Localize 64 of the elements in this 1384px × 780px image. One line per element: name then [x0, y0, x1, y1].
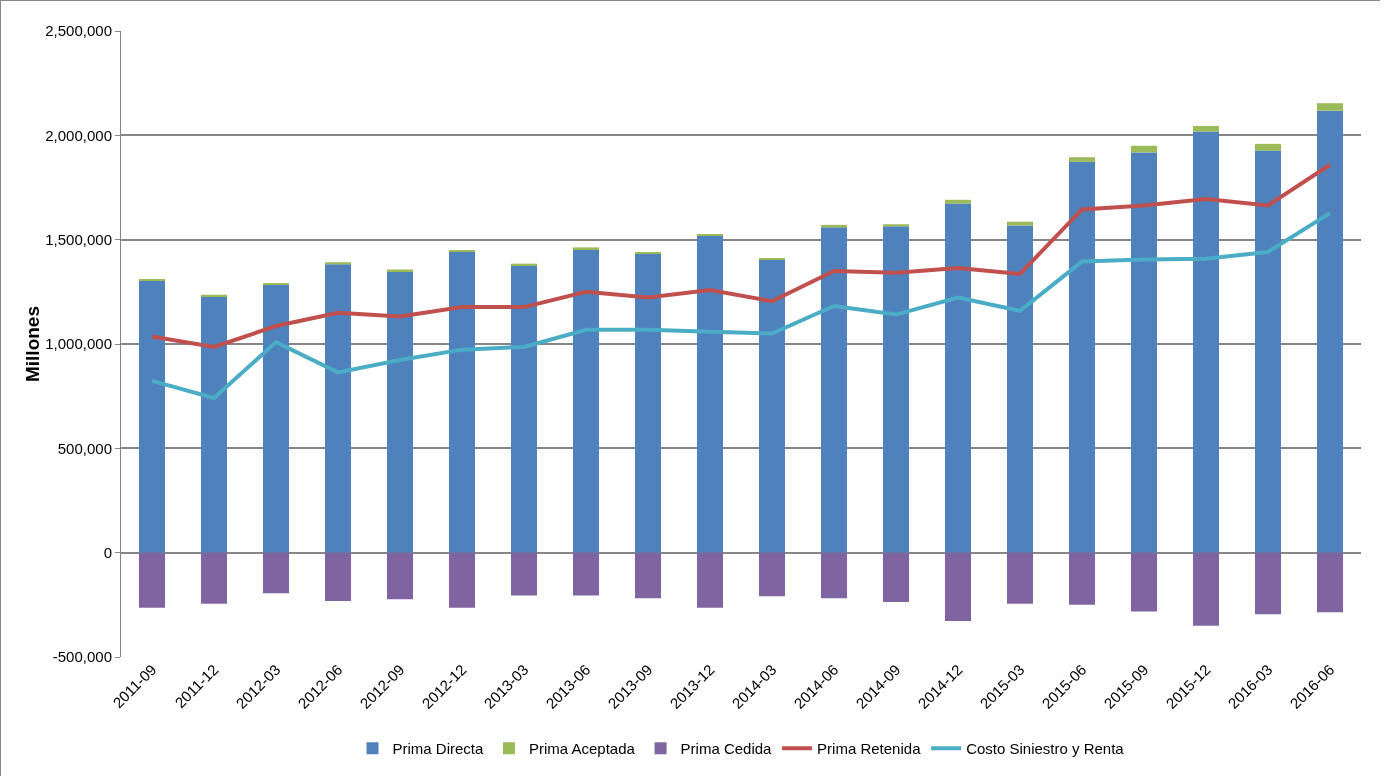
y-tick-label: 1,000,000 [45, 335, 112, 353]
bar [820, 552, 848, 599]
bar [200, 296, 228, 553]
legend-label: Costo Siniestro y Renta [966, 740, 1125, 758]
y-tick-label: 0 [103, 543, 112, 561]
bar [1130, 152, 1158, 553]
bar [572, 249, 600, 553]
bar [324, 262, 352, 265]
bar [572, 552, 600, 596]
bar [138, 552, 166, 608]
bar [1130, 552, 1158, 612]
bar [324, 264, 352, 553]
bar [1254, 552, 1282, 615]
bar [882, 552, 910, 602]
bar [572, 247, 600, 250]
bar [510, 265, 538, 553]
bar [944, 203, 972, 553]
bar [1254, 150, 1282, 553]
y-tick-label: 2,000,000 [45, 126, 112, 144]
bar [944, 199, 972, 204]
bar [448, 552, 476, 608]
bar [386, 272, 414, 553]
bar [1068, 161, 1096, 553]
bar [1316, 552, 1344, 613]
bar [262, 284, 290, 553]
bar [696, 235, 724, 553]
bar [448, 251, 476, 553]
bar [758, 259, 786, 553]
bar [510, 552, 538, 596]
bar [1192, 131, 1220, 553]
legend-label: Prima Cedida [680, 740, 773, 758]
legend-label: Prima Aceptada [529, 740, 636, 758]
bar [1254, 143, 1282, 151]
y-axis-title: Millones [22, 305, 44, 383]
y-tick-label: 500,000 [57, 439, 112, 457]
bar [1068, 157, 1096, 162]
bar [1192, 125, 1220, 132]
bar [634, 552, 662, 599]
line-series [150, 162, 1332, 349]
bar [1316, 110, 1344, 553]
line-series [150, 211, 1332, 401]
y-tick-label: 1,500,000 [45, 230, 112, 248]
bar [200, 552, 228, 604]
bar [262, 552, 290, 594]
bar [882, 226, 910, 553]
bar [324, 552, 352, 602]
legend-label: Prima Directa [392, 740, 485, 758]
bar [1068, 552, 1096, 605]
y-tick-label: 2,500,000 [45, 22, 112, 40]
bar [820, 227, 848, 553]
bar [1006, 225, 1034, 553]
y-tick-label: -500,000 [52, 648, 112, 666]
bar [1192, 552, 1220, 626]
bar [1130, 145, 1158, 153]
bar [386, 552, 414, 600]
bar [882, 224, 910, 227]
bar [634, 253, 662, 553]
bar [1316, 103, 1344, 111]
bar [696, 552, 724, 608]
bar [138, 280, 166, 553]
bar [758, 552, 786, 597]
bar [1006, 552, 1034, 604]
bar [944, 552, 972, 621]
legend-label: Prima Retenida [817, 740, 922, 758]
